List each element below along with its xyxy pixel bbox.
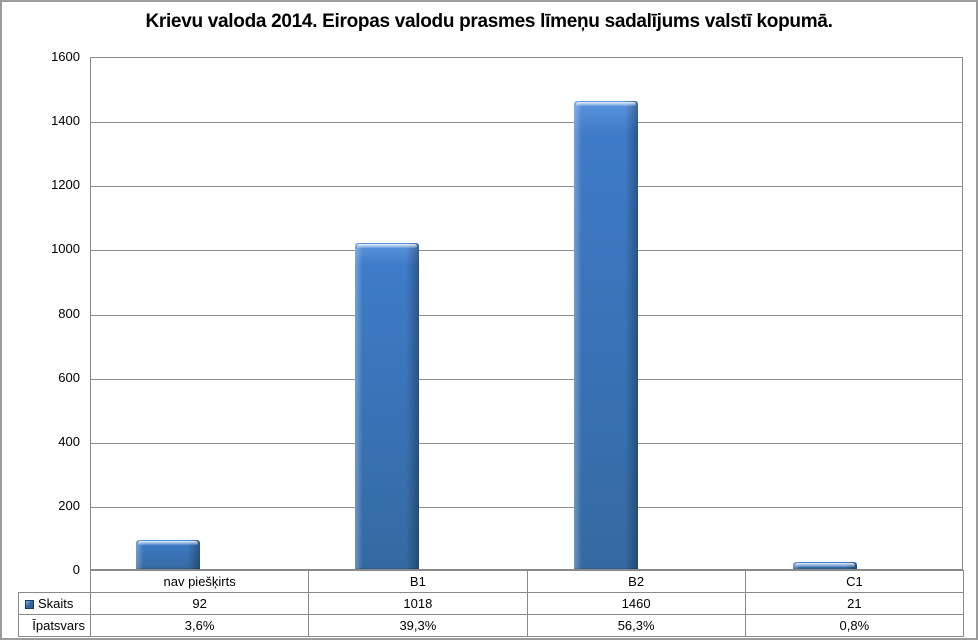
percent-cell: 0,8% [744, 614, 965, 637]
percent-cell: 3,6% [89, 614, 310, 637]
y-axis-tick-label: 400 [58, 434, 80, 449]
category-cell: nav piešķirts [89, 570, 310, 593]
series-row-header: Īpatsvars [18, 614, 91, 637]
gridline-400 [91, 443, 962, 444]
bar-b2 [574, 101, 638, 569]
category-cell: C1 [744, 570, 965, 593]
series-name-label: Īpatsvars [32, 618, 85, 633]
y-axis-tick-label: 600 [58, 370, 80, 385]
data-table: nav piešķirts B1 B2 C1 Skaits 92 1018 1460 21 Īpa… [18, 570, 965, 637]
chart-title: Krievu valoda 2014. Eiropas valodu prasm… [145, 11, 833, 32]
percent-cell: 56,3% [526, 614, 746, 637]
gridline-200 [91, 507, 962, 508]
value-cell: 21 [744, 592, 965, 615]
category-cell: B2 [526, 570, 746, 593]
gridline-1400 [91, 122, 962, 123]
table-corner-empty [19, 571, 91, 593]
category-row: nav piešķirts B1 B2 C1 [19, 570, 965, 593]
data-table-body: nav piešķirts B1 B2 C1 Skaits 92 1018 1460 21 Īpa… [18, 570, 965, 637]
y-axis-tick-label: 1000 [51, 241, 80, 256]
series-row-īpatsvars: Īpatsvars 3,6% 39,3% 56,3% 0,8% [18, 614, 965, 637]
value-cell: 1460 [526, 592, 746, 615]
gridline-1200 [91, 186, 962, 187]
value-cell: 1018 [308, 592, 528, 615]
gridline-1000 [91, 250, 962, 251]
bar-b1 [355, 243, 419, 569]
gridline-800 [91, 315, 962, 316]
legend-key-icon [25, 599, 34, 609]
series-row-header: Skaits [18, 592, 91, 615]
series-row-skaits: Skaits 92 1018 1460 21 [18, 592, 965, 615]
bar-c1 [793, 562, 857, 569]
y-axis-tick-label: 0 [72, 562, 80, 577]
series-name-label: Skaits [38, 596, 74, 611]
y-axis-tick-label: 800 [58, 306, 80, 321]
y-axis-tick-label: 1200 [51, 177, 80, 192]
percent-cell: 39,3% [308, 614, 528, 637]
y-axis-tick-label: 1600 [51, 49, 80, 64]
y-axis-tick-label: 200 [58, 498, 80, 513]
gridline-600 [91, 379, 962, 380]
category-cell: B1 [308, 570, 528, 593]
bar-nav-piešķirts [136, 540, 200, 569]
value-cell: 92 [89, 592, 310, 615]
y-axis-tick-label: 1400 [51, 113, 80, 128]
plot-area [90, 57, 963, 570]
